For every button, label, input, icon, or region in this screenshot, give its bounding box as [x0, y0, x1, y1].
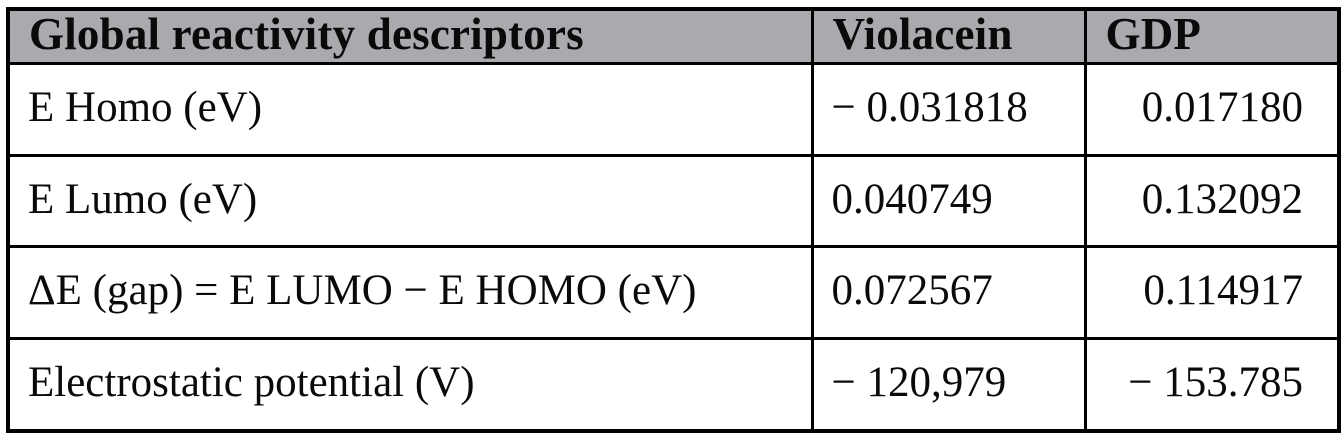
- cell-violacein-value: − 0.031818: [810, 62, 1087, 157]
- cell-gdp-value: 0.114917: [1083, 245, 1341, 340]
- cell-descriptor: E Lumo (eV): [6, 153, 814, 249]
- table-row: Electrostatic potential (V) − 120,979 − …: [6, 336, 1341, 433]
- cell-violacein-value: − 120,979: [810, 336, 1087, 433]
- col-header-gdp: GDP: [1083, 7, 1341, 66]
- cell-gdp-value: 0.017180: [1083, 62, 1341, 157]
- table-row: E Lumo (eV) 0.040749 0.132092: [6, 153, 1341, 249]
- table-row: ΔE (gap) = E LUMO − E HOMO (eV) 0.072567…: [6, 245, 1341, 340]
- table-row: E Homo (eV) − 0.031818 0.017180: [6, 62, 1341, 157]
- cell-violacein-value: 0.040749: [810, 153, 1087, 249]
- cell-gdp-value: − 153.785: [1083, 336, 1341, 433]
- col-header-descriptors: Global reactivity descriptors: [6, 7, 814, 66]
- table-header-row: Global reactivity descriptors Violacein …: [6, 7, 1341, 66]
- cell-gdp-value: 0.132092: [1083, 153, 1341, 249]
- col-header-violacein: Violacein: [810, 7, 1087, 66]
- cell-descriptor: Electrostatic potential (V): [6, 336, 814, 433]
- cell-descriptor: E Homo (eV): [6, 62, 814, 157]
- global-reactivity-descriptors-table: Global reactivity descriptors Violacein …: [6, 7, 1341, 433]
- cell-descriptor: ΔE (gap) = E LUMO − E HOMO (eV): [6, 245, 814, 340]
- cell-violacein-value: 0.072567: [810, 245, 1087, 340]
